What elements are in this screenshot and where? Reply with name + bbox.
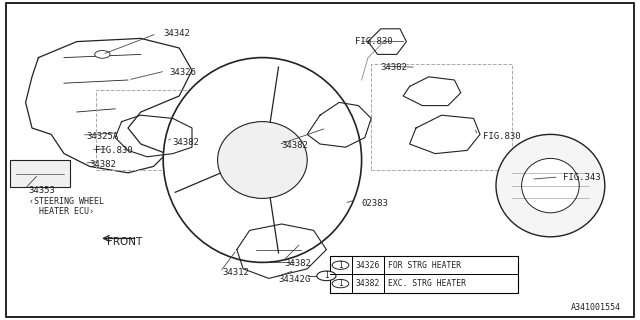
Text: 1: 1 — [338, 279, 343, 288]
Text: 34326: 34326 — [356, 261, 380, 270]
Text: 34382: 34382 — [381, 63, 408, 72]
Ellipse shape — [522, 158, 579, 213]
Text: FOR STRG HEATER: FOR STRG HEATER — [388, 261, 461, 270]
FancyBboxPatch shape — [10, 160, 70, 187]
Text: 34382: 34382 — [356, 279, 380, 288]
Circle shape — [95, 51, 110, 58]
Text: FRONT: FRONT — [107, 236, 143, 247]
Text: FIG.343: FIG.343 — [563, 173, 601, 182]
Ellipse shape — [163, 58, 362, 262]
Text: 34382: 34382 — [90, 160, 116, 169]
Text: FIG.830: FIG.830 — [355, 37, 393, 46]
Text: 1: 1 — [338, 261, 343, 270]
Text: HEATER ECU›: HEATER ECU› — [29, 207, 94, 216]
Text: 1: 1 — [324, 271, 329, 280]
Text: 02383: 02383 — [362, 199, 388, 208]
FancyBboxPatch shape — [330, 256, 518, 293]
Text: 34382: 34382 — [285, 259, 312, 268]
Text: 34325A: 34325A — [86, 132, 118, 140]
Text: 34342G: 34342G — [278, 275, 310, 284]
Ellipse shape — [496, 134, 605, 237]
Text: ‹STEERING WHEEL: ‹STEERING WHEEL — [29, 197, 104, 206]
Text: EXC. STRG HEATER: EXC. STRG HEATER — [388, 279, 466, 288]
Text: 34353: 34353 — [29, 186, 56, 195]
Text: FIG.830: FIG.830 — [95, 146, 132, 155]
Text: FIG.830: FIG.830 — [483, 132, 521, 140]
Circle shape — [332, 279, 349, 288]
Text: A341001554: A341001554 — [571, 303, 621, 312]
Text: 34382: 34382 — [173, 138, 200, 147]
Circle shape — [317, 271, 336, 281]
Text: 34342: 34342 — [163, 29, 190, 38]
Text: 34312: 34312 — [223, 268, 250, 277]
Text: 34382: 34382 — [282, 141, 308, 150]
FancyBboxPatch shape — [6, 3, 634, 317]
Circle shape — [332, 261, 349, 269]
Text: 34326: 34326 — [170, 68, 196, 76]
Ellipse shape — [218, 122, 307, 198]
